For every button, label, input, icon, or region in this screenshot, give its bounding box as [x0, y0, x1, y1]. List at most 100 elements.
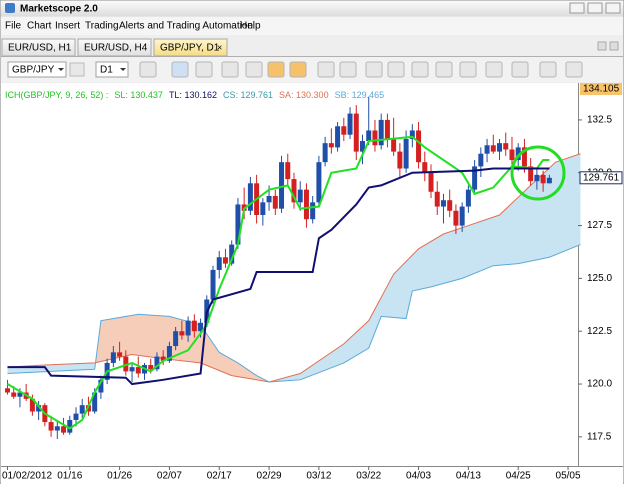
- tab[interactable]: [77, 38, 152, 57]
- toolbar-icon[interactable]: [139, 61, 157, 78]
- tab-label[interactable]: EUR/USD, H1: [8, 43, 72, 54]
- x-tick-label: 03/12: [306, 471, 331, 482]
- tab[interactable]: [153, 38, 228, 57]
- legend-entry: SL: 130.437: [114, 90, 163, 100]
- toolbar-icon[interactable]: [195, 61, 213, 78]
- candle-body: [440, 200, 446, 207]
- tab-restore[interactable]: [597, 41, 607, 51]
- candle-body: [123, 356, 129, 372]
- candle-body: [247, 183, 253, 211]
- menu-item[interactable]: File: [5, 21, 22, 32]
- candle-body: [341, 126, 347, 135]
- toolbar-icons: [139, 61, 583, 78]
- legend-entry: SA: 130.300: [279, 90, 329, 100]
- toolbar-icon[interactable]: [171, 61, 189, 78]
- toolbar-icon[interactable]: [565, 61, 583, 78]
- x-tick-label: 02/17: [207, 471, 232, 482]
- candle-body: [416, 130, 422, 163]
- candle-body: [36, 405, 42, 412]
- y-tick-label: 132.5: [587, 115, 612, 126]
- candle-body: [92, 392, 98, 412]
- x-tick-label: 01/16: [57, 471, 82, 482]
- candle-body: [472, 166, 478, 190]
- x-tick-label: 02/07: [157, 471, 182, 482]
- candle-body: [29, 398, 35, 412]
- candle-body: [546, 177, 552, 184]
- toolbar-icon[interactable]: [267, 61, 285, 78]
- tab-strip: EUR/USD, H1 EUR/USD, H4 GBP/JPY, D1×: [1, 38, 228, 57]
- toolbar-icon[interactable]: [289, 61, 307, 78]
- candle-body: [185, 320, 191, 336]
- menu-item[interactable]: Help: [240, 21, 261, 32]
- senkou-line: [7, 244, 581, 383]
- close-button[interactable]: [605, 2, 621, 14]
- candle-body: [434, 191, 440, 207]
- legend-entry: ICH(GBP/JPY, 9, 26, 52) :: [5, 90, 108, 100]
- candle-body: [229, 244, 235, 264]
- tab-close[interactable]: [609, 41, 619, 51]
- candle-body: [61, 426, 67, 433]
- candle-body: [79, 405, 85, 414]
- x-tick-label: 02/29: [257, 471, 282, 482]
- window-title: Marketscope 2.0: [20, 4, 98, 15]
- menu-item[interactable]: Chart: [27, 21, 52, 32]
- tab-label[interactable]: EUR/USD, H4: [84, 43, 148, 54]
- maximize-button[interactable]: [587, 2, 603, 14]
- toolbar-icon[interactable]: [539, 61, 557, 78]
- y-tick-label: 125.0: [587, 273, 612, 284]
- symbol-dropdown[interactable]: [7, 61, 67, 78]
- toolbar-icon[interactable]: [317, 61, 335, 78]
- dropdown-arrow: [58, 68, 64, 71]
- app-icon: [5, 3, 15, 13]
- toolbar-icon[interactable]: [245, 61, 263, 78]
- toolbar-icon[interactable]: [339, 61, 357, 78]
- x-tick-label: 04/03: [406, 471, 431, 482]
- legend-entry: TL: 130.162: [169, 90, 217, 100]
- toolbar-icon[interactable]: [221, 61, 239, 78]
- candle-body: [335, 126, 341, 148]
- candle-body: [465, 189, 471, 207]
- candle-body: [310, 202, 316, 220]
- minimize-button[interactable]: [569, 2, 585, 14]
- candle-body: [222, 257, 228, 264]
- candle-body: [54, 426, 60, 431]
- timeframe-dropdown[interactable]: [95, 61, 129, 78]
- menu-item[interactable]: Alerts and Trading Automation: [119, 21, 253, 32]
- candle-body: [279, 162, 285, 209]
- toolbar-icon[interactable]: [387, 61, 405, 78]
- candle-body: [503, 143, 509, 150]
- candle-body: [291, 179, 297, 203]
- tab-label[interactable]: GBP/JPY, D1: [160, 43, 220, 54]
- plot: 132.5130.0127.5125.0122.5120.0117.5134.1…: [2, 83, 623, 482]
- toolbar-icon[interactable]: [435, 61, 453, 78]
- candle-body: [148, 365, 154, 370]
- candle-body: [447, 200, 453, 211]
- y-tick-label: 117.5: [587, 432, 612, 443]
- window-controls[interactable]: [569, 2, 621, 14]
- timeframe-label: D1: [100, 65, 113, 76]
- candle-body: [4, 388, 10, 393]
- candle-body: [428, 172, 434, 192]
- x-tick-label: 01/26: [107, 471, 132, 482]
- candle-body: [497, 143, 503, 152]
- toolbar-icon[interactable]: [69, 62, 85, 77]
- candle-body: [216, 257, 222, 270]
- tab-close-x: ×: [217, 42, 222, 52]
- x-tick-label: 04/25: [506, 471, 531, 482]
- toolbar-icon[interactable]: [365, 61, 383, 78]
- tab[interactable]: [1, 38, 76, 57]
- candle-body: [328, 143, 334, 148]
- x-tick-label: 04/13: [456, 471, 481, 482]
- candle-body: [540, 174, 546, 184]
- toolbar-icon[interactable]: [459, 61, 477, 78]
- candle-body: [384, 119, 390, 139]
- toolbar-icon[interactable]: [411, 61, 429, 78]
- candle-body: [235, 204, 241, 245]
- menu-item[interactable]: Insert: [55, 21, 80, 32]
- candle-body: [353, 113, 359, 152]
- candle-body: [409, 130, 415, 139]
- toolbar-icon[interactable]: [485, 61, 503, 78]
- toolbar-icon[interactable]: [511, 61, 529, 78]
- menu-item[interactable]: Trading: [85, 21, 119, 32]
